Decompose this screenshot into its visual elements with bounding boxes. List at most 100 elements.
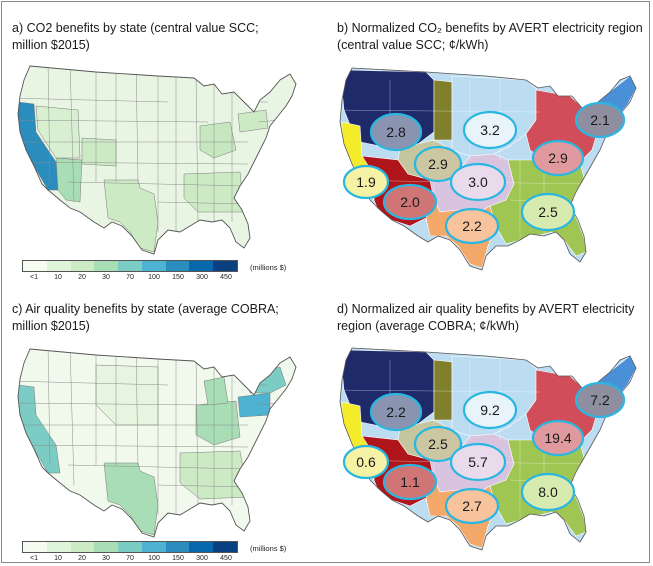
legend-air-quality: <1 10 20 30 70 100 150 300 450 (millions $) — [22, 541, 322, 566]
state-border — [18, 97, 169, 103]
region-value: 2.2 — [386, 404, 406, 420]
region-label-northeast: 7.2 — [574, 381, 626, 419]
legend-tick-label: <1 — [30, 555, 38, 562]
legend-swatch — [70, 542, 95, 552]
state-border — [67, 181, 249, 187]
legend-unit: (millions $) — [250, 544, 287, 553]
state-texas — [103, 462, 159, 536]
region-ellipse — [444, 487, 500, 525]
legend-swatch — [23, 261, 47, 271]
region-value: 2.2 — [462, 218, 482, 234]
region-label-great-lakes: 19.4 — [531, 419, 585, 457]
region-value: 1.1 — [400, 474, 420, 490]
region-label-texas: 2.7 — [444, 487, 500, 525]
region-label-rocky-mountains: 2.5 — [413, 425, 463, 463]
state-border — [18, 444, 249, 448]
region-ellipse — [382, 463, 438, 501]
legend-tick-label: 100 — [148, 555, 160, 562]
region-ellipse — [449, 162, 507, 202]
region-value: 2.7 — [462, 498, 482, 514]
region-value: 2.8 — [386, 124, 406, 140]
region-ellipse — [574, 101, 626, 139]
region-ellipse — [462, 110, 518, 150]
legend-tick-label: 450 — [220, 555, 232, 562]
state-border — [69, 349, 75, 486]
legend-tick-label: 20 — [78, 555, 86, 562]
region-ellipse — [342, 164, 390, 200]
region-ellipse — [382, 183, 438, 221]
region-upper-midwest — [433, 79, 453, 141]
region-map-co2: 2.8 3.2 2.1 2.9 2.9 1.9 3.0 2.0 2.5 2.2 — [339, 67, 637, 271]
legend-tick-label: 150 — [172, 555, 184, 562]
state-ohio-valley — [195, 400, 241, 446]
legend-tick-label: 10 — [54, 274, 62, 281]
panel-b-title: b) Normalized CO₂ benefits by AVERT elec… — [337, 21, 643, 52]
region-map-air-quality: 2.2 9.2 7.2 2.5 19.4 0.6 5.7 1.1 8.0 2.7 — [339, 347, 637, 551]
region-value: 3.2 — [480, 122, 500, 138]
legend-tick-label: 30 — [102, 274, 110, 281]
state-border — [340, 109, 541, 113]
legend-tick-label: 450 — [220, 274, 232, 281]
region-ellipse — [413, 425, 463, 463]
legend-swatch — [141, 542, 166, 552]
region-label-southwest: 2.0 — [382, 183, 438, 221]
region-value: 2.5 — [538, 204, 558, 220]
region-label-northeast: 2.1 — [574, 101, 626, 139]
region-value: 3.0 — [468, 174, 488, 190]
state-pennsylvania — [237, 392, 271, 418]
legend-swatch — [118, 542, 142, 552]
state-border — [47, 66, 51, 183]
us-border — [17, 65, 297, 255]
state-border — [135, 66, 139, 183]
state-border — [18, 161, 249, 165]
legend-ticks: <1 10 20 30 70 100 150 300 450 — [22, 274, 238, 284]
region-ellipse — [520, 472, 576, 512]
state-texas — [103, 179, 159, 253]
region-label-southwest: 1.1 — [382, 463, 438, 501]
region-label-california: 0.6 — [342, 444, 390, 480]
region-ellipse — [520, 192, 576, 232]
panel-c-title: c) Air quality benefits by state (averag… — [12, 302, 279, 333]
state-border — [195, 71, 199, 223]
region-label-northwest: 2.8 — [369, 112, 423, 152]
legend-tick-label: 150 — [172, 274, 184, 281]
region-label-southeast: 2.5 — [520, 192, 576, 232]
region-ellipse — [449, 442, 507, 482]
region-ellipse — [531, 139, 585, 177]
legend-tick-label: 300 — [196, 274, 208, 281]
state-border — [135, 349, 139, 466]
legend-swatch — [94, 542, 119, 552]
legend-tick-label: 100 — [148, 274, 160, 281]
region-label-california: 1.9 — [342, 164, 390, 200]
region-ellipse — [369, 392, 423, 432]
region-label-rocky-mountains: 2.9 — [413, 145, 463, 183]
state-border — [157, 201, 249, 205]
state-michigan — [203, 376, 229, 406]
legend-swatch — [189, 542, 214, 552]
region-label-midwest: 3.2 — [462, 110, 518, 150]
state-border — [340, 389, 541, 393]
region-value: 2.9 — [548, 150, 568, 166]
legend-tick-label: 300 — [196, 555, 208, 562]
legend-swatch — [46, 542, 71, 552]
region-value: 2.1 — [590, 112, 610, 128]
region-value: 1.9 — [356, 174, 376, 190]
legend-swatch — [189, 261, 214, 271]
legend-colorbar — [22, 260, 238, 272]
region-label-texas: 2.2 — [444, 207, 500, 245]
state-border — [157, 484, 249, 488]
legend-swatch — [46, 261, 71, 271]
region-label-northwest: 2.2 — [369, 392, 423, 432]
state-pennsylvania — [237, 109, 269, 133]
legend-tick-label: <1 — [30, 274, 38, 281]
legend-tick-label: 10 — [54, 555, 62, 562]
state-border — [47, 349, 51, 466]
state-nevada-utah — [35, 105, 81, 159]
legend-swatch — [213, 261, 238, 271]
region-ellipse — [531, 419, 585, 457]
region-upper-midwest — [433, 359, 453, 421]
legend-swatch — [213, 542, 238, 552]
state-border — [67, 464, 249, 470]
